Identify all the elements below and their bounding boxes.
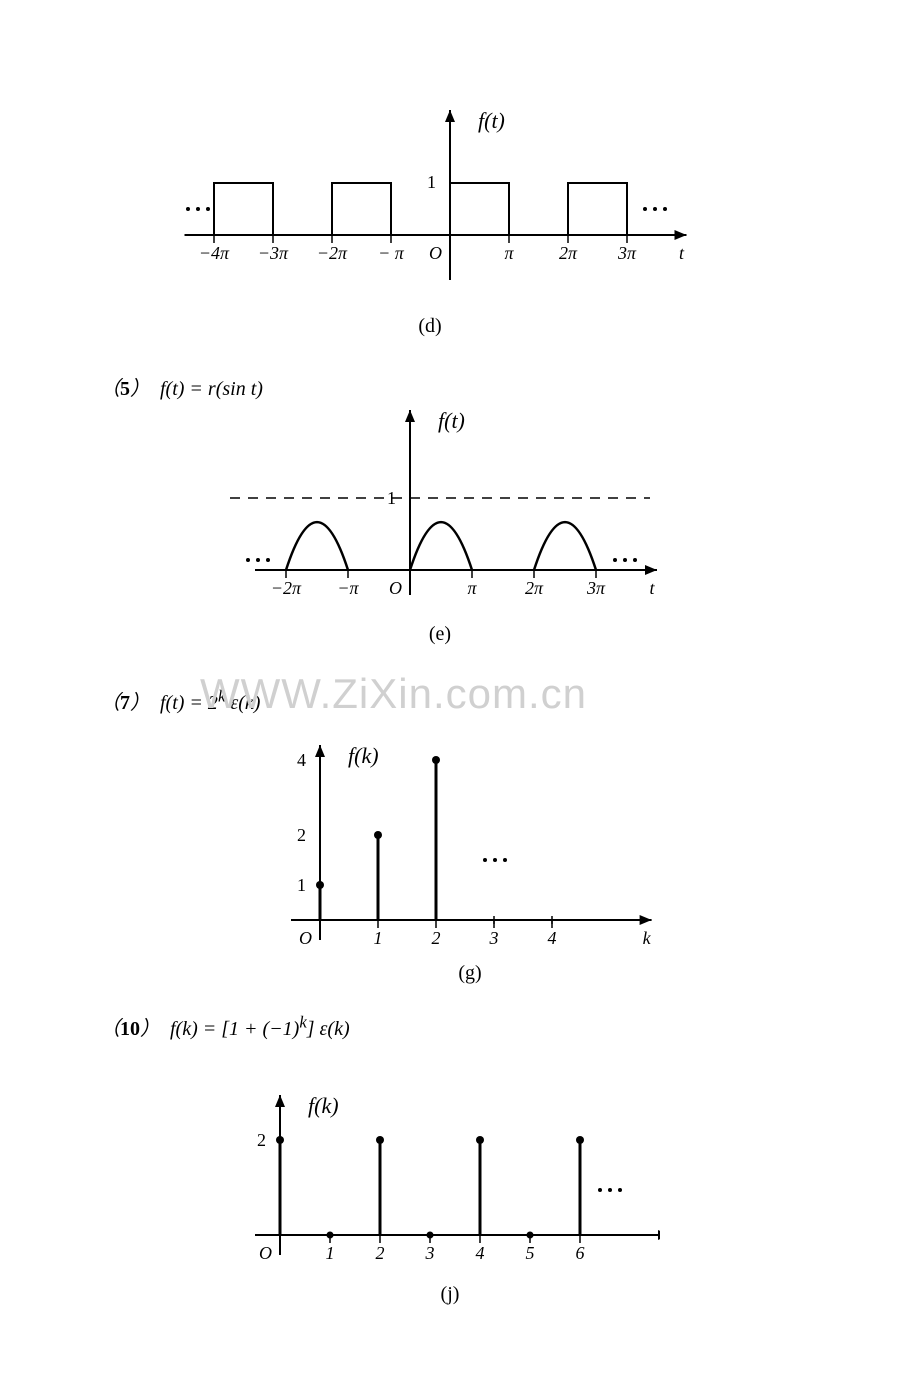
eq-body: f(t) = 2k ε(k) (160, 692, 260, 714)
svg-text:2π: 2π (525, 578, 544, 598)
svg-text:2π: 2π (559, 243, 578, 263)
figure-e: f(t) −2π −π Oπ 2π 3π t 1 (e) (220, 400, 680, 660)
svg-text:4: 4 (476, 1243, 485, 1263)
eq-num: 5 (120, 378, 130, 400)
eq-body: f(t) = r(sin t) (160, 378, 263, 400)
svg-text:4: 4 (548, 928, 557, 948)
svg-text:1: 1 (297, 875, 306, 895)
svg-text:O: O (299, 928, 312, 948)
svg-text:t: t (679, 243, 685, 263)
eq-num: 10 (120, 1018, 140, 1040)
equation-7: （7） f(t) = 2k ε(k) (100, 686, 260, 715)
svg-text:1: 1 (326, 1243, 335, 1263)
svg-text:(g): (g) (458, 962, 481, 984)
svg-text:2: 2 (376, 1243, 385, 1263)
eq-body: f(k) = [1 + (−1)k] ε(k) (170, 1018, 350, 1040)
svg-text:f(k): f(k) (308, 1093, 339, 1118)
svg-text:2: 2 (432, 928, 441, 948)
svg-text:1: 1 (427, 172, 436, 192)
svg-text:O: O (429, 243, 442, 263)
eq-num: 7 (120, 692, 130, 714)
svg-text:5: 5 (526, 1243, 535, 1263)
svg-text:3π: 3π (617, 243, 637, 263)
svg-text:3: 3 (425, 1243, 435, 1263)
equation-5: （5） f(t) = r(sin t) (100, 372, 263, 401)
svg-text:(d): (d) (418, 315, 441, 337)
svg-text:(j): (j) (441, 1283, 460, 1305)
svg-text:f(k): f(k) (348, 745, 379, 768)
svg-text:4: 4 (297, 750, 306, 770)
svg-text:π: π (504, 243, 514, 263)
svg-text:− π: − π (378, 243, 405, 263)
svg-text:π: π (467, 578, 477, 598)
svg-text:1: 1 (387, 488, 396, 508)
svg-text:−4π: −4π (199, 243, 230, 263)
svg-text:f(t): f(t) (438, 408, 465, 433)
svg-text:3: 3 (489, 928, 499, 948)
svg-text:−π: −π (337, 578, 359, 598)
svg-text:1: 1 (374, 928, 383, 948)
figure-j: f(k)O123456k2(j) (230, 1070, 660, 1310)
svg-text:(e): (e) (429, 623, 451, 645)
equation-10: （10） f(k) = [1 + (−1)k] ε(k) (100, 1012, 350, 1041)
svg-text:k: k (643, 928, 652, 948)
svg-text:f(t): f(t) (478, 108, 505, 133)
svg-text:−3π: −3π (258, 243, 289, 263)
svg-text:O: O (389, 578, 402, 598)
svg-text:t: t (649, 578, 655, 598)
figure-g: f(k) O 1 2 3 4 k 1 2 4 (g) (260, 745, 660, 985)
svg-text:6: 6 (576, 1243, 585, 1263)
svg-text:−2π: −2π (271, 578, 302, 598)
svg-text:−2π: −2π (317, 243, 348, 263)
svg-text:O: O (259, 1243, 272, 1263)
svg-text:2: 2 (257, 1130, 266, 1150)
figure-d: f(t) −4π −3π −2π − π Oπ 2π 3π t 1 (d) (170, 100, 690, 340)
svg-text:3π: 3π (586, 578, 606, 598)
svg-text:2: 2 (297, 825, 306, 845)
